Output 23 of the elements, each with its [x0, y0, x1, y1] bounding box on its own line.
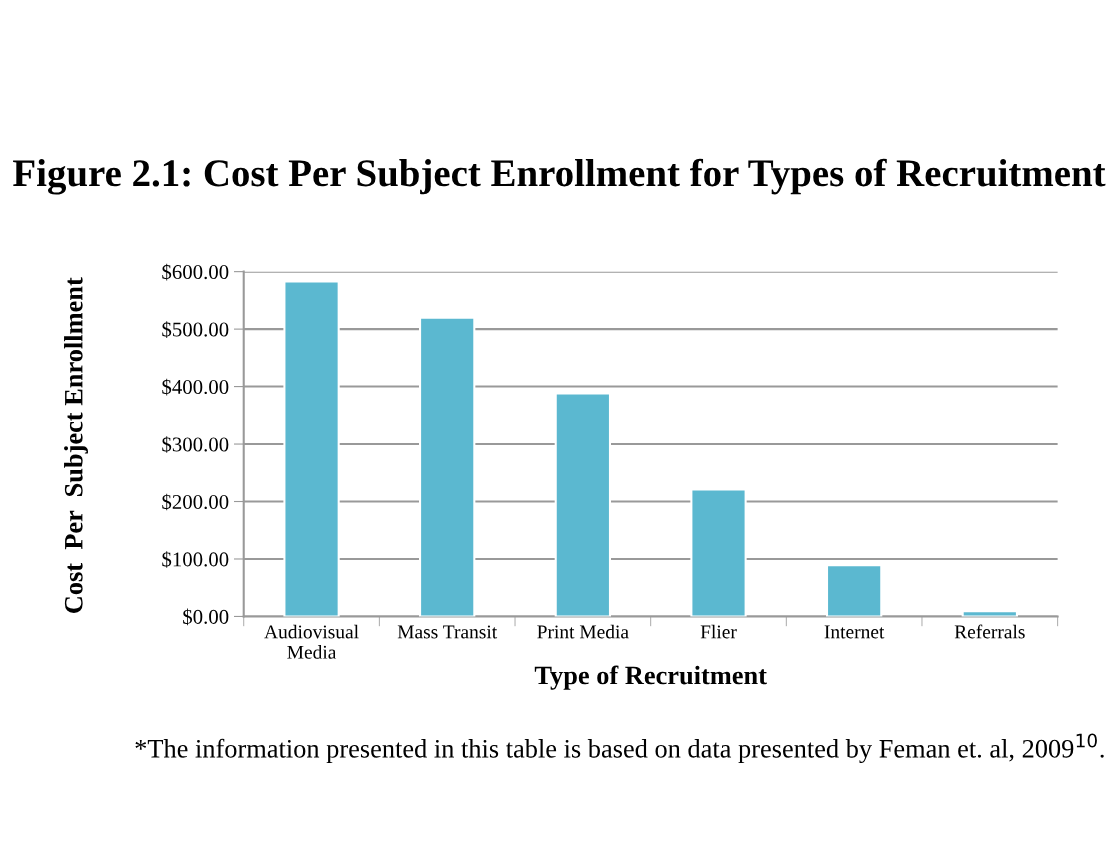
- y-tick-label: $300.00: [162, 436, 229, 453]
- y-tick-label: $500.00: [162, 321, 229, 338]
- bar: [283, 280, 340, 617]
- y-tick-label: $100.00: [162, 551, 229, 568]
- chart-title: Figure 2.1: Cost Per Subject Enrollment for Types of Recruitment: [13, 158, 1106, 195]
- y-tick-label: $200.00: [162, 493, 229, 511]
- y-tick-label: $0.00: [183, 608, 229, 626]
- y-tick-label: $600.00: [162, 263, 229, 281]
- x-tick-label: Audiovisual Media: [264, 624, 359, 659]
- x-axis-title: Type of Recruitment: [534, 665, 767, 690]
- x-tick-label: Mass Transit: [397, 625, 498, 639]
- bar: [419, 316, 476, 617]
- x-tick-label: Referrals: [954, 624, 1025, 639]
- bar: [961, 610, 1018, 617]
- bar: [825, 564, 883, 617]
- bar: [690, 488, 747, 617]
- bar: [554, 392, 612, 617]
- text: *The information presented in this table is based on data presented by Feman et. al, 2009$^{10}$.: [135, 733, 1104, 764]
- y-axis-title: Cost Per Subject Enrollment: [64, 277, 88, 613]
- y-tick-label: $400.00: [162, 378, 229, 396]
- x-tick-label: Internet: [824, 625, 885, 639]
- x-tick-label: Flier: [700, 624, 737, 639]
- x-tick-label: Print Media: [537, 624, 629, 639]
